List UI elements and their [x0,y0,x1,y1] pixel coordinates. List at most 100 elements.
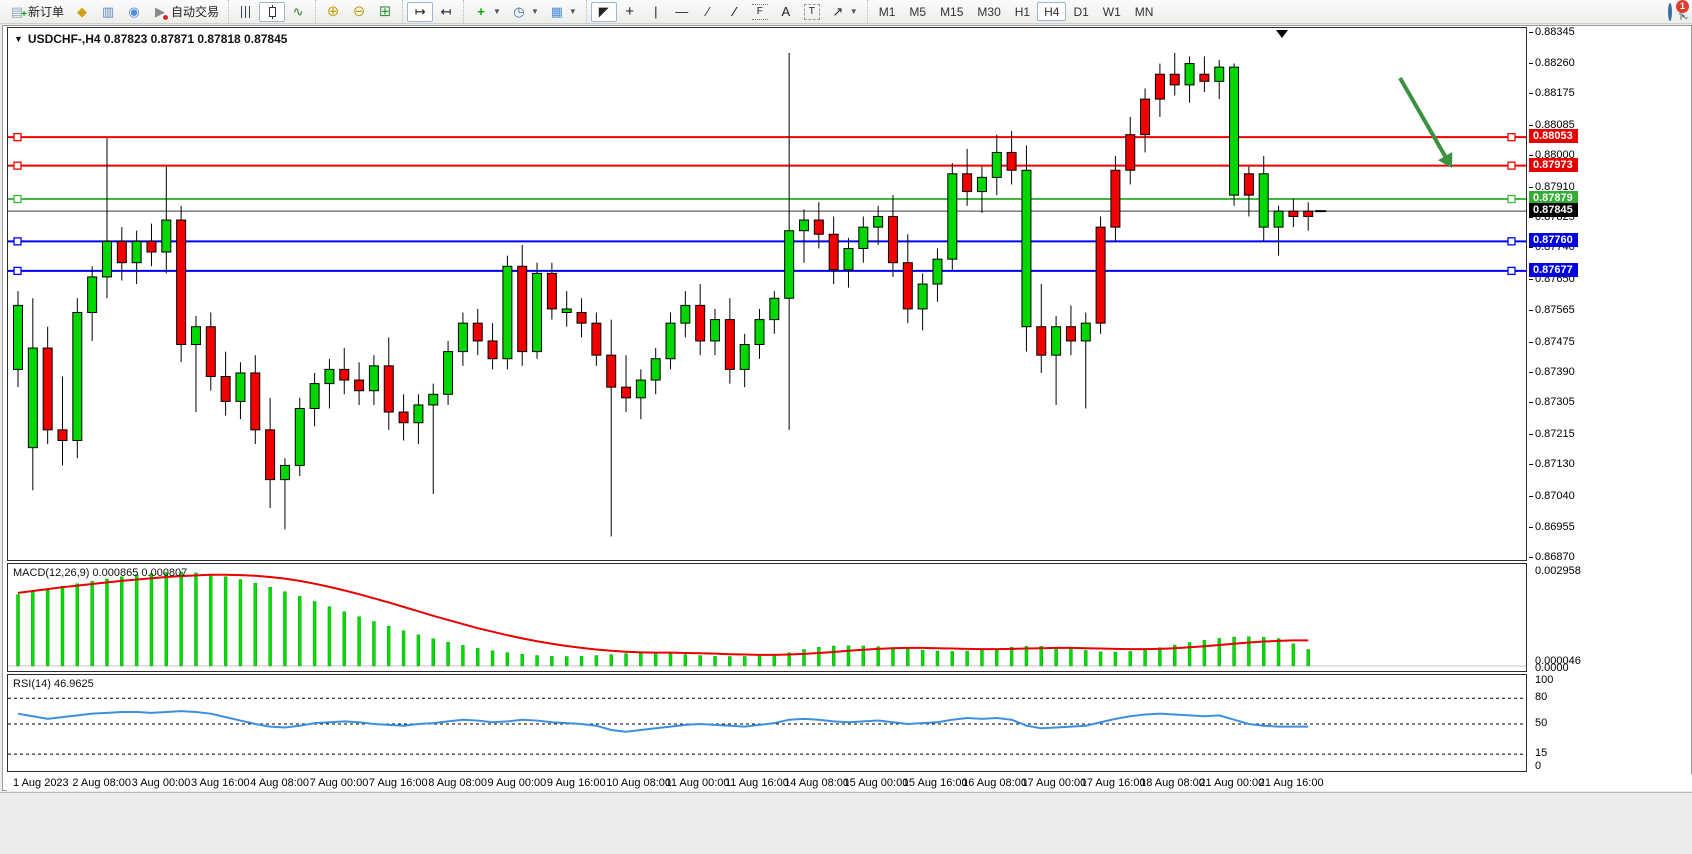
horizontal-line-button[interactable]: — [669,2,695,22]
sounds-button[interactable]: ◉ [121,2,147,22]
search-button[interactable] [1668,2,1672,21]
zoom-out-button[interactable]: ⊖ [346,2,372,22]
time-tick-label: 21 Aug 16:00 [1258,777,1324,789]
price-tick-label: 0.87215 [1529,428,1575,440]
chart-shift-icon: ↤ [440,3,452,19]
tf-button-H4[interactable]: H4 [1037,2,1067,21]
vertical-line-icon: | [654,3,658,19]
tf-button-D1[interactable]: D1 [1073,5,1089,19]
macd-indicator-pane[interactable]: MACD(12,26,9) 0.000865 0.000807 [7,563,1527,672]
tf-button-MN[interactable]: MN [1134,5,1154,19]
time-tick-label: 9 Aug 16:00 [546,777,606,789]
fibonacci-icon: F [751,3,768,20]
time-axis[interactable]: 1 Aug 2023 2 Aug 08:00 3 Aug 00:00 3 Aug 16… [7,774,1692,791]
price-badge-bid: 0.87845 [1529,203,1578,218]
channel-button[interactable]: ∕∕ [721,2,747,22]
time-tick-label: 14 Aug 08:00 [784,777,849,789]
tf-button-M1[interactable]: M1 [878,5,896,19]
tf-button-M5[interactable]: M5 [909,5,927,19]
main-toolbar: ▤ + 新订单 ◆ ▥ ◉ ▶ 自动交易 ∿ ⊕ ⊖ ⊞ ↦ ↤ + ▼ ◷ ▼ ▦ ▼ [0,0,1692,24]
trendline-button[interactable]: ∕ [695,2,721,22]
autotrading-button[interactable]: ▶ 自动交易 [147,2,224,22]
macd-canvas [8,571,1526,667]
time-tick-label: 9 Aug 00:00 [487,777,547,789]
time-tick-label: 3 Aug 16:00 [190,777,250,789]
chart-shift-button[interactable]: ↤ [433,2,459,22]
text-label-icon: T [803,3,820,20]
rsi-axis[interactable]: 100 80 50 15 0 [1529,674,1691,772]
channel-icon: ∕∕ [733,3,736,19]
chart-window: ▼ USDCHF-,H4 0.87823 0.87871 0.87818 0.8… [2,25,1692,791]
market-watch-icon: ◆ [77,3,88,19]
rsi-indicator-pane[interactable]: RSI(14) 46.9625 [7,674,1527,772]
tf-button-M15[interactable]: M15 [940,5,964,19]
price-tick-label: 0.88085 [1529,119,1575,131]
auto-scroll-button[interactable]: ↦ [407,1,434,22]
time-tick-label: 16 Aug 08:00 [962,777,1027,789]
bar-chart-button[interactable] [233,2,259,22]
axis-tick-label: 0.002958 [1535,565,1581,577]
fibonacci-button[interactable]: F [747,2,773,22]
price-chart-pane[interactable]: ▼ USDCHF-,H4 0.87823 0.87871 0.87818 0.8… [7,27,1527,561]
axis-tick-label: 50 [1535,717,1548,729]
vertical-line-button[interactable]: | [643,2,669,22]
chart-title[interactable]: ▼ USDCHF-,H4 0.87823 0.87871 0.87818 0.8… [14,32,288,46]
time-tick-label: 11 Aug 16:00 [724,777,789,789]
zoom-out-icon: ⊖ [352,2,366,20]
indicators-icon: + [477,3,485,19]
time-tick-label: 3 Aug 00:00 [131,777,191,789]
tf-button-M30[interactable]: M30 [977,5,1001,19]
text-label-button[interactable]: T [799,2,825,22]
workspace-background [0,792,1692,854]
zoom-in-button[interactable]: ⊕ [320,2,346,22]
new-order-icon: ▤ + [10,3,27,20]
line-chart-button[interactable]: ∿ [285,2,311,22]
notifications-button[interactable]: 1 [1676,0,1689,20]
axis-tick-label: 80 [1535,691,1548,704]
arrows-button[interactable]: ↗ ▼ [825,2,863,22]
tf-button-H1[interactable]: H1 [1014,5,1031,19]
templates-icon: ▦ [550,3,564,19]
tile-windows-button[interactable]: ⊞ [372,2,398,22]
line-chart-icon: ∿ [292,3,304,19]
price-tick-label: 0.88345 [1529,26,1575,38]
time-tick-label: 7 Aug 16:00 [368,777,428,789]
autotrading-icon: ▶ [152,4,170,21]
templates-button[interactable]: ▦ ▼ [544,2,582,22]
crosshair-button[interactable]: + [617,2,643,22]
new-order-button[interactable]: ▤ + 新订单 [4,2,69,22]
dropdown-arrow-icon: ▼ [493,7,501,16]
price-tick-label: 0.88175 [1529,87,1575,99]
macd-axis[interactable]: 0.002958 0.000046 0.0000 [1529,563,1691,674]
sound-icon: ◉ [128,3,140,19]
price-badge-pivot: 0.87879 [1529,191,1578,206]
indicators-button[interactable]: + ▼ [468,2,506,22]
dropdown-arrow-icon: ▼ [530,7,539,16]
notification-badge: 1 [1676,0,1689,13]
market-watch-button[interactable]: ◆ [69,2,95,22]
time-tick-label: 17 Aug 16:00 [1080,777,1146,789]
price-tick-label: 0.88260 [1529,57,1575,69]
price-tick-label: 0.87475 [1529,336,1575,348]
text-button[interactable]: A [773,2,799,22]
axis-tick-label: 0.0000 [1535,662,1569,674]
periods-button[interactable]: ◷ ▼ [506,2,544,22]
new-order-label: 新订单 [28,5,65,19]
time-tick-label: 8 Aug 08:00 [428,777,487,789]
autotrading-label: 自动交易 [171,5,220,19]
axis-tick-label: 15 [1535,747,1548,760]
price-axis[interactable]: 0.88345 0.88260 0.88175 0.88085 0.88000 0.879… [1529,26,1691,563]
axis-tick-label: 0.000046 [1535,655,1581,667]
price-tick-label: 0.87910 [1529,181,1575,193]
tile-windows-icon: ⊞ [378,2,392,20]
time-tick-label: 11 Aug 00:00 [665,777,730,789]
charts-icon: ▥ [101,3,115,19]
cursor-icon: ◤ [598,3,609,19]
charts-button[interactable]: ▥ [95,2,121,22]
arrows-icon: ↗ [832,3,844,19]
tf-button-W1[interactable]: W1 [1102,5,1121,19]
cursor-button[interactable]: ◤ [590,1,617,22]
text-icon: A [781,3,791,19]
price-tick-label: 0.87130 [1529,458,1575,470]
candlestick-button[interactable] [259,1,286,22]
